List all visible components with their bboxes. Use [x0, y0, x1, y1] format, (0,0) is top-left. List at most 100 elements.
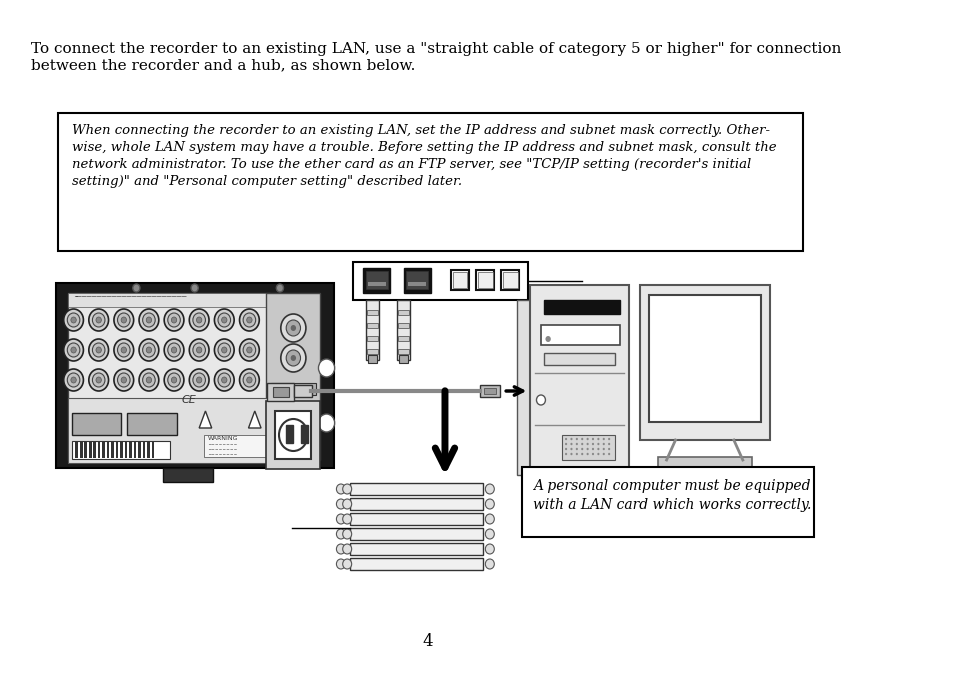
- Circle shape: [121, 317, 127, 323]
- Bar: [540, 325, 619, 345]
- Circle shape: [89, 369, 109, 391]
- Circle shape: [291, 325, 295, 331]
- Circle shape: [485, 529, 494, 539]
- Circle shape: [342, 514, 352, 524]
- Circle shape: [545, 336, 550, 342]
- Bar: [138, 442, 141, 458]
- Bar: [367, 349, 377, 354]
- Circle shape: [239, 339, 259, 361]
- Circle shape: [164, 309, 184, 331]
- Bar: [368, 355, 376, 363]
- Circle shape: [342, 529, 352, 539]
- Bar: [406, 271, 428, 289]
- Circle shape: [243, 373, 255, 387]
- Bar: [657, 457, 751, 467]
- Bar: [80, 442, 83, 458]
- Bar: [89, 442, 91, 458]
- Circle shape: [117, 313, 130, 327]
- Circle shape: [239, 309, 259, 331]
- Circle shape: [336, 529, 345, 539]
- Circle shape: [576, 443, 578, 446]
- Circle shape: [602, 438, 604, 440]
- Bar: [543, 353, 615, 365]
- Circle shape: [591, 448, 594, 450]
- Circle shape: [89, 339, 109, 361]
- Circle shape: [96, 347, 101, 353]
- Circle shape: [336, 559, 345, 569]
- Bar: [350, 513, 482, 525]
- Bar: [366, 300, 378, 360]
- Polygon shape: [199, 411, 212, 428]
- Circle shape: [68, 373, 80, 387]
- Circle shape: [485, 544, 494, 554]
- Circle shape: [342, 499, 352, 509]
- Circle shape: [172, 317, 176, 323]
- Circle shape: [193, 313, 205, 327]
- Bar: [483, 388, 496, 394]
- Circle shape: [193, 373, 205, 387]
- Bar: [503, 272, 517, 288]
- Circle shape: [580, 438, 582, 440]
- Circle shape: [597, 443, 598, 446]
- Bar: [398, 336, 409, 341]
- Bar: [115, 442, 118, 458]
- Bar: [367, 336, 377, 341]
- Circle shape: [168, 373, 180, 387]
- Text: When connecting the recorder to an existing LAN, set the IP address and subnet m: When connecting the recorder to an exist…: [71, 124, 776, 188]
- Circle shape: [607, 443, 610, 446]
- Circle shape: [280, 344, 306, 372]
- Circle shape: [168, 343, 180, 357]
- Circle shape: [580, 443, 582, 446]
- Circle shape: [218, 373, 231, 387]
- Circle shape: [146, 377, 152, 383]
- Circle shape: [96, 317, 101, 323]
- Circle shape: [336, 544, 345, 554]
- Circle shape: [64, 369, 83, 391]
- Bar: [275, 411, 311, 459]
- Circle shape: [580, 448, 582, 450]
- Bar: [398, 355, 408, 363]
- Bar: [353, 262, 528, 300]
- Circle shape: [591, 438, 594, 440]
- Bar: [102, 442, 105, 458]
- Circle shape: [564, 453, 567, 455]
- Bar: [403, 268, 430, 293]
- Circle shape: [586, 453, 588, 455]
- Circle shape: [218, 313, 231, 327]
- Text: ─ ─ ─ ─ ─ ─ ─ ─: ─ ─ ─ ─ ─ ─ ─ ─: [208, 453, 236, 457]
- Circle shape: [121, 347, 127, 353]
- Circle shape: [336, 484, 345, 494]
- Circle shape: [564, 448, 567, 450]
- Circle shape: [278, 419, 308, 451]
- Circle shape: [196, 317, 202, 323]
- Circle shape: [164, 339, 184, 361]
- Circle shape: [146, 317, 152, 323]
- Circle shape: [172, 347, 176, 353]
- Circle shape: [214, 339, 233, 361]
- Circle shape: [68, 343, 80, 357]
- Bar: [517, 300, 534, 475]
- Bar: [203, 435, 294, 457]
- Text: ─ ─ ─ ─ ─ ─ ─ ─: ─ ─ ─ ─ ─ ─ ─ ─: [208, 443, 236, 447]
- Circle shape: [607, 448, 610, 450]
- Circle shape: [143, 343, 155, 357]
- Circle shape: [485, 514, 494, 524]
- Circle shape: [597, 448, 598, 450]
- Bar: [477, 272, 492, 288]
- Text: ─────────────────────────────────────────────: ────────────────────────────────────────…: [73, 295, 186, 299]
- Circle shape: [113, 369, 133, 391]
- Bar: [147, 442, 150, 458]
- Bar: [476, 270, 494, 290]
- Bar: [521, 467, 813, 537]
- Circle shape: [318, 414, 335, 432]
- Circle shape: [591, 453, 594, 455]
- Bar: [368, 282, 385, 286]
- Bar: [143, 442, 145, 458]
- Bar: [350, 558, 482, 570]
- Circle shape: [68, 313, 80, 327]
- Bar: [267, 383, 294, 401]
- Circle shape: [214, 309, 233, 331]
- Circle shape: [92, 343, 105, 357]
- Circle shape: [247, 317, 252, 323]
- Text: To connect the recorder to an existing LAN, use a "straight cable of category 5 : To connect the recorder to an existing L…: [31, 42, 841, 72]
